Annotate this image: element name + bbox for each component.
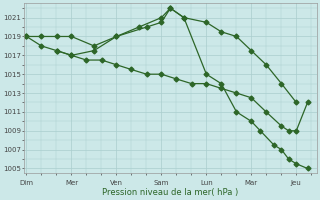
X-axis label: Pression niveau de la mer( hPa ): Pression niveau de la mer( hPa ): [102, 188, 238, 197]
